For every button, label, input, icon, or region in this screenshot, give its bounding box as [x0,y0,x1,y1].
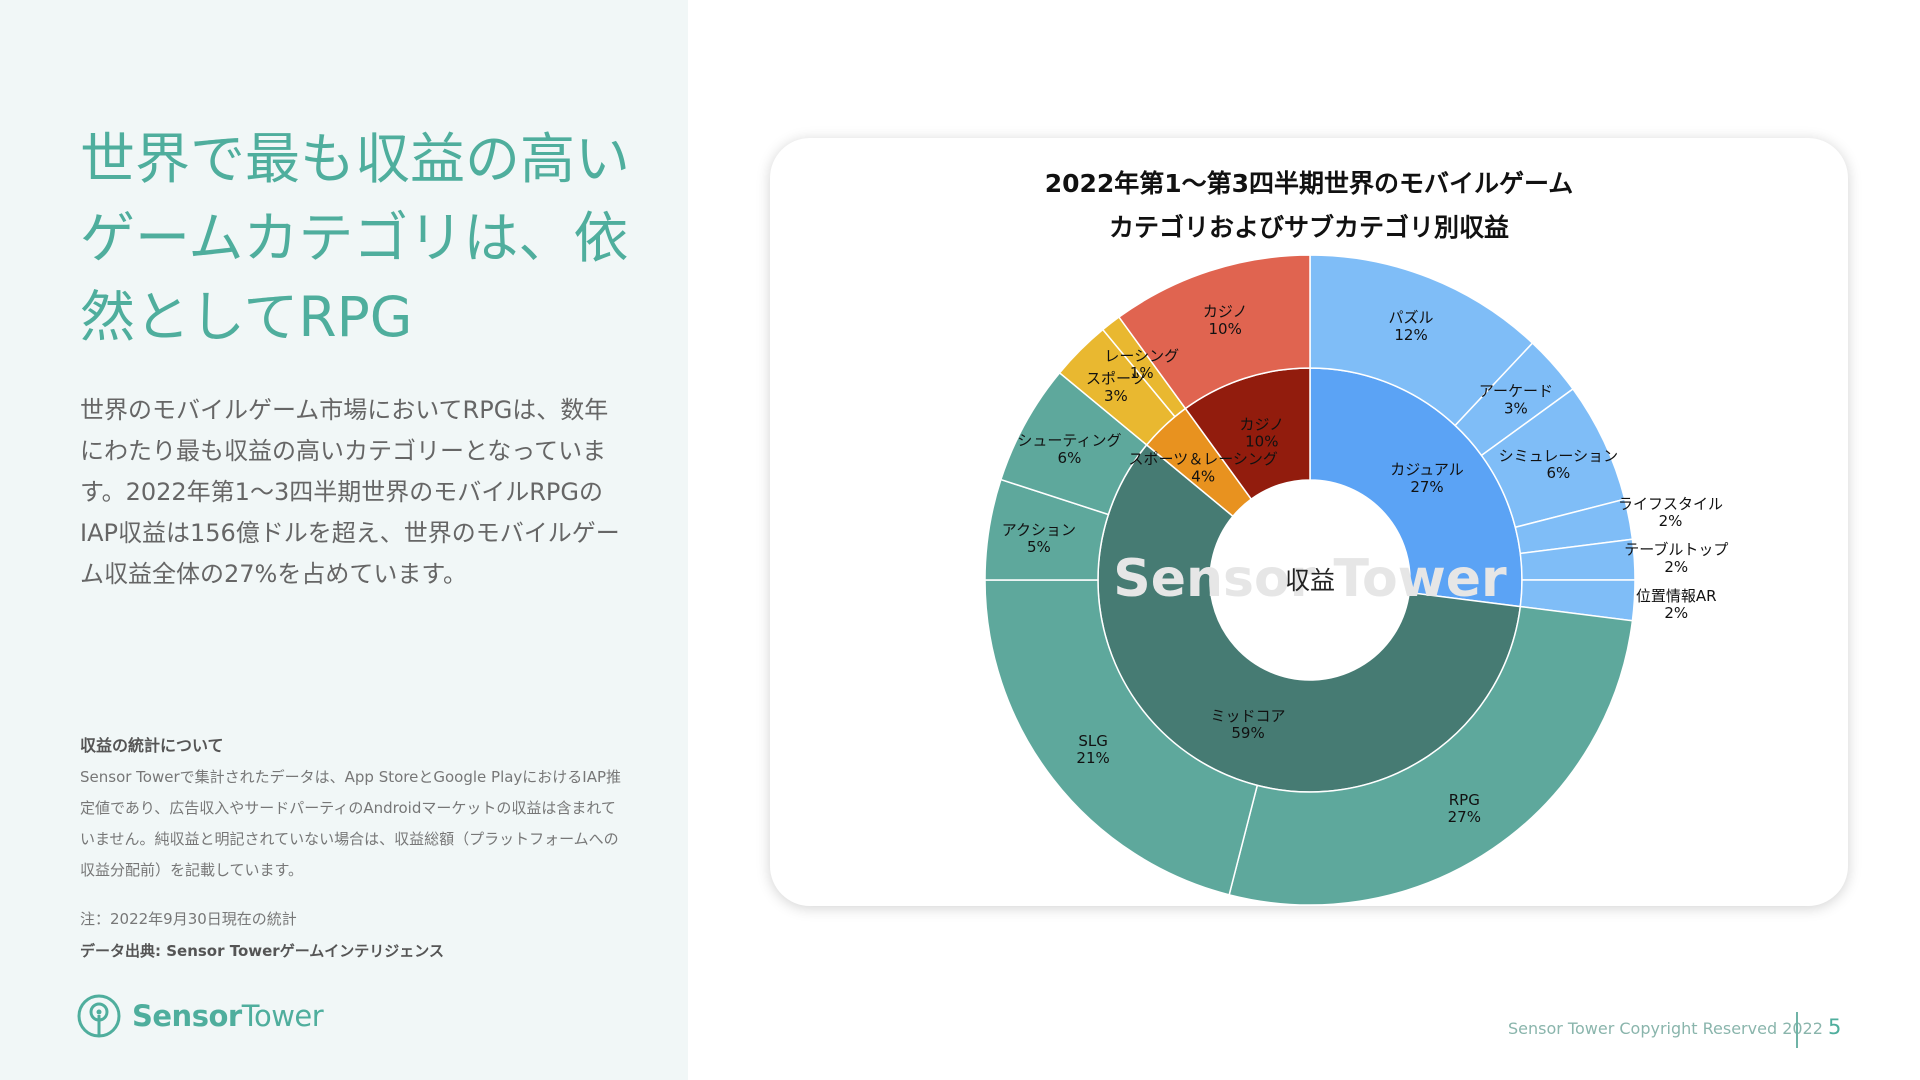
page-headline: 世界で最も収益の高いゲームカテゴリは、依然としてRPG [80,127,631,349]
outer-label-12: カジノ 10% [1203,303,1248,338]
outer-label-2: シミュレーション 6% [1499,447,1618,482]
logo-word-tower: Tower [241,999,324,1033]
outer-label-9: シューティング 6% [1017,432,1121,467]
inner-label-3: カジノ 10% [1239,415,1284,450]
logo-word-sensor: Sensor [132,999,242,1033]
center-hole [1210,480,1410,680]
outer-label-1: アーケード 3% [1479,382,1553,417]
footer-copyright: Sensor Tower Copyright Reserved 2022 [1508,1019,1823,1038]
outer-label-0: パズル 12% [1389,309,1434,344]
outer-label-4: テーブルトップ 2% [1624,541,1728,576]
center-label: 収益 [1285,566,1335,595]
notes-title: 収益の統計について [80,736,224,755]
chart-card: 2022年第1〜第3四半期世界のモバイルゲーム カテゴリおよびサブカテゴリ別収益… [770,138,1848,906]
footer-divider [1796,1012,1798,1048]
inner-label-0: カジュアル 27% [1390,461,1464,496]
chart-title-line2: カテゴリおよびサブカテゴリ別収益 [1108,213,1509,242]
data-source: データ出典: Sensor Towerゲームインテリジェンス [80,942,444,960]
outer-segment-6 [1228,605,1634,906]
logo-wordmark: SensorTower [132,999,324,1033]
notes-body: Sensor Towerで集計されたデータは、App StoreとGoogle … [80,768,622,879]
sensor-tower-logo: SensorTower [76,993,324,1039]
inner-label-1: ミッドコア 59% [1211,707,1286,742]
sensor-tower-logo-icon [77,994,121,1038]
lead-paragraph: 世界のモバイルゲーム市場においてRPGは、数年にわたり最も収益の高いカテゴリーと… [80,396,620,588]
outer-label-6: RPG 27% [1448,791,1481,826]
outer-label-11: レーシング 1% [1104,347,1179,382]
outer-label-8: アクション 5% [1002,521,1076,556]
left-panel: 世界で最も収益の高いゲームカテゴリは、依然としてRPG 世界のモバイルゲーム市場… [0,0,688,1080]
outer-label-10: スポーツ 3% [1086,370,1146,405]
page-number: 5 [1828,1015,1842,1039]
outer-segment-7 [984,579,1259,896]
watermark: Sensor Tower [1113,549,1507,609]
outer-label-5: 位置情報AR 2% [1636,587,1717,622]
inner-label-2: スポーツ＆レーシング 4% [1129,450,1278,485]
chart-title: 2022年第1〜第3四半期世界のモバイルゲーム カテゴリおよびサブカテゴリ別収益 [770,162,1848,250]
chart-title-line1: 2022年第1〜第3四半期世界のモバイルゲーム [1044,169,1574,198]
footnote: 注：2022年9月30日現在の統計 [80,910,297,928]
outer-segment-12 [1117,254,1311,410]
outer-label-3: ライフスタイル 2% [1618,495,1723,530]
outer-label-7: SLG 21% [1076,732,1109,767]
